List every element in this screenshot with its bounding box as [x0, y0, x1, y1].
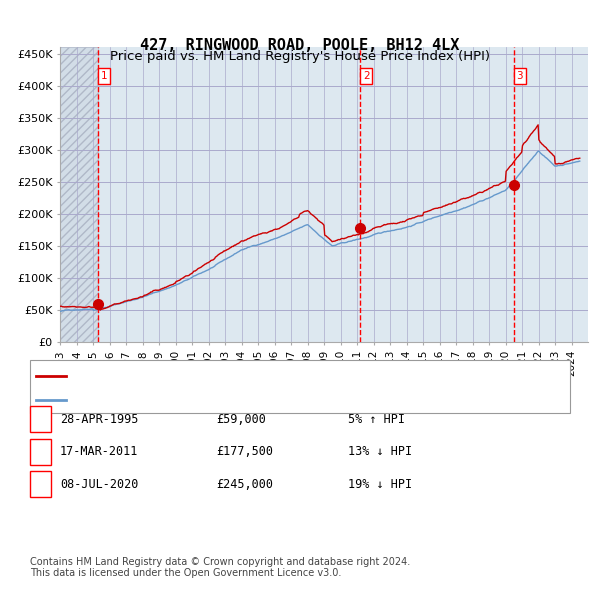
Text: 2: 2 [363, 71, 370, 81]
Text: 3: 3 [37, 477, 44, 491]
Text: 5% ↑ HPI: 5% ↑ HPI [348, 412, 405, 426]
Text: 427, RINGWOOD ROAD, POOLE, BH12 4LX: 427, RINGWOOD ROAD, POOLE, BH12 4LX [140, 38, 460, 53]
Text: 17-MAR-2011: 17-MAR-2011 [60, 445, 139, 458]
Text: 2: 2 [37, 445, 44, 458]
Text: 427, RINGWOOD ROAD, POOLE, BH12 4LX (semi-detached house): 427, RINGWOOD ROAD, POOLE, BH12 4LX (sem… [72, 371, 440, 381]
Text: £245,000: £245,000 [216, 477, 273, 491]
Text: 1: 1 [37, 412, 44, 426]
Text: 08-JUL-2020: 08-JUL-2020 [60, 477, 139, 491]
Text: 13% ↓ HPI: 13% ↓ HPI [348, 445, 412, 458]
Text: Price paid vs. HM Land Registry's House Price Index (HPI): Price paid vs. HM Land Registry's House … [110, 50, 490, 63]
Text: Contains HM Land Registry data © Crown copyright and database right 2024.
This d: Contains HM Land Registry data © Crown c… [30, 556, 410, 578]
Text: 19% ↓ HPI: 19% ↓ HPI [348, 477, 412, 491]
Bar [60, 47, 98, 342]
Text: 28-APR-1995: 28-APR-1995 [60, 412, 139, 426]
Text: 3: 3 [517, 71, 523, 81]
Text: 1: 1 [101, 71, 107, 81]
Text: HPI: Average price, semi-detached house, Bournemouth Christchurch and Poole: HPI: Average price, semi-detached house,… [72, 395, 517, 405]
Text: £177,500: £177,500 [216, 445, 273, 458]
Text: £59,000: £59,000 [216, 412, 266, 426]
